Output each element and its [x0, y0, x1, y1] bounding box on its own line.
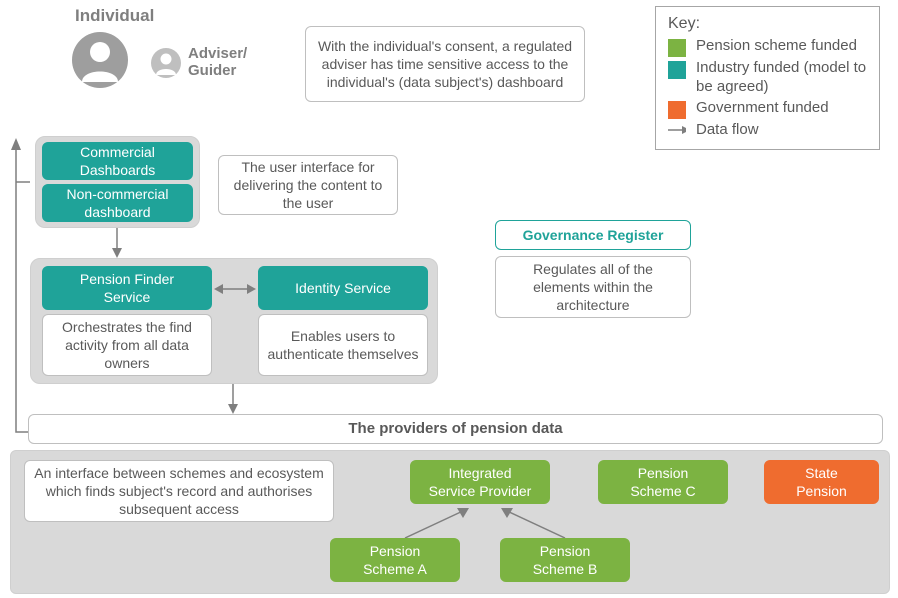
noncommercial-dashboard: Non-commercial dashboard: [42, 184, 193, 222]
integrated-service-provider: Integrated Service Provider: [410, 460, 550, 504]
state-pension: State Pension: [764, 460, 879, 504]
commercial-dashboards: Commercial Dashboards: [42, 142, 193, 180]
arrow-icon: [668, 121, 686, 135]
individual-heading: Individual: [75, 6, 154, 26]
swatch-green: [668, 39, 686, 57]
return-arrow: [8, 138, 32, 434]
adviser-icon: [150, 47, 182, 79]
pension-finder-service: Pension Finder Service: [42, 266, 212, 310]
legend-row-gov: Government funded: [668, 99, 867, 119]
pension-scheme-b: Pension Scheme B: [500, 538, 630, 582]
identity-service: Identity Service: [258, 266, 428, 310]
pfs-description: Orchestrates the find activity from all …: [42, 314, 212, 376]
double-arrow-icon: [214, 282, 256, 296]
legend: Key: Pension scheme funded Industry fund…: [655, 6, 880, 150]
legend-title: Key:: [668, 15, 867, 33]
swatch-teal: [668, 61, 686, 79]
providers-title: The providers of pension data: [28, 414, 883, 444]
swatch-orange: [668, 101, 686, 119]
legend-row-pension: Pension scheme funded: [668, 37, 867, 57]
governance-description: Regulates all of the elements within the…: [495, 256, 691, 318]
identity-description: Enables users to authenticate themselves: [258, 314, 428, 376]
legend-industry-label: Industry funded (model to be agreed): [696, 59, 867, 97]
arrows-schemes-to-isp: [395, 504, 575, 538]
user-icon: [70, 30, 130, 90]
arrow-down-dashboards: [110, 228, 124, 258]
isp-description: An interface between schemes and ecosyst…: [24, 460, 334, 522]
legend-flow-label: Data flow: [696, 121, 759, 140]
ui-description: The user interface for delivering the co…: [218, 155, 398, 215]
legend-row-flow: Data flow: [668, 121, 867, 140]
arrow-down-core: [226, 384, 240, 414]
adviser-label: Adviser/ Guider: [188, 45, 247, 79]
pension-scheme-a: Pension Scheme A: [330, 538, 460, 582]
legend-pension-label: Pension scheme funded: [696, 37, 857, 56]
legend-gov-label: Government funded: [696, 99, 829, 118]
pension-scheme-c: Pension Scheme C: [598, 460, 728, 504]
legend-row-industry: Industry funded (model to be agreed): [668, 59, 867, 97]
governance-register: Governance Register: [495, 220, 691, 250]
consent-box: With the individual's consent, a regulat…: [305, 26, 585, 102]
